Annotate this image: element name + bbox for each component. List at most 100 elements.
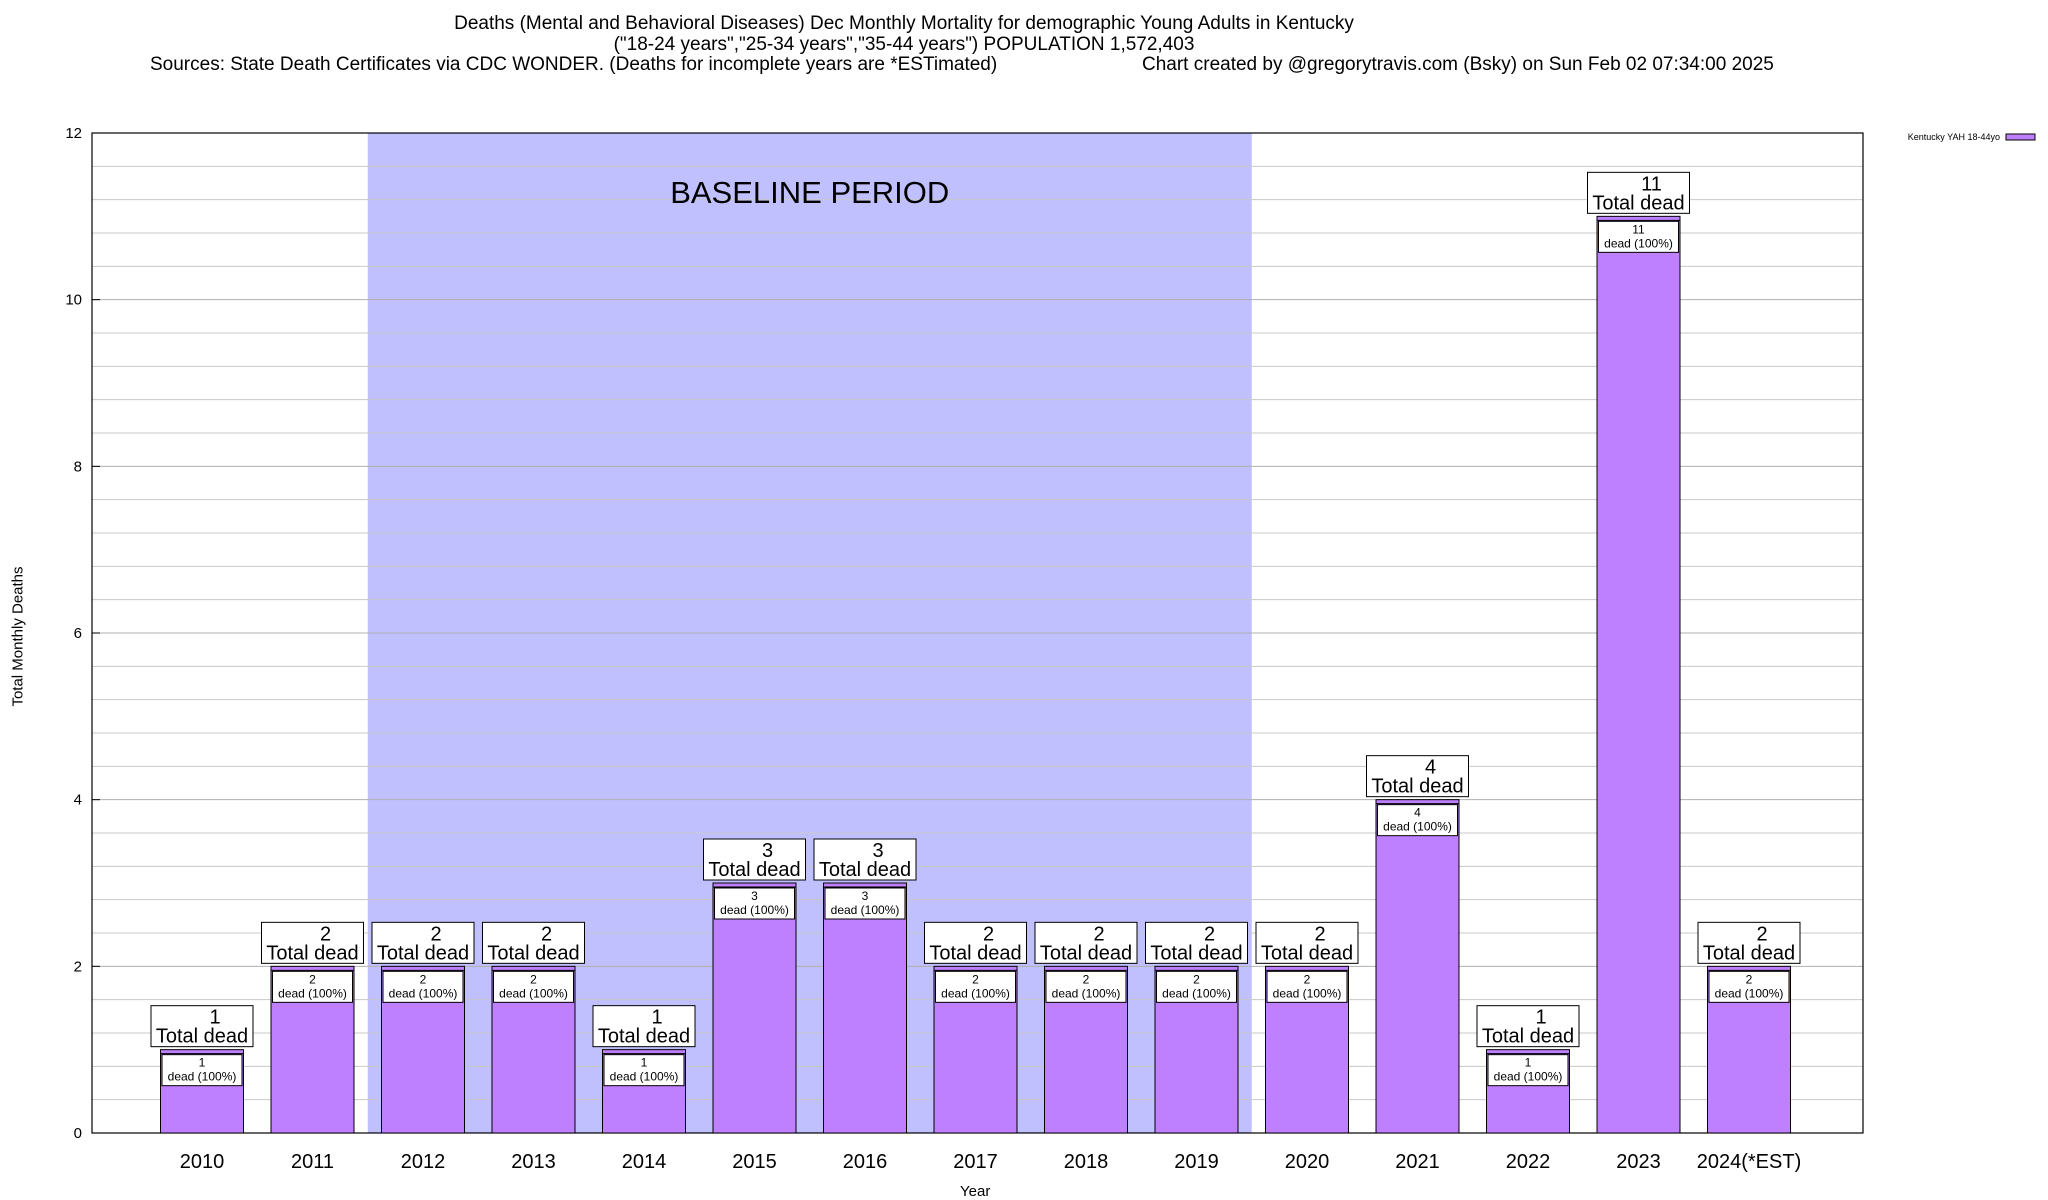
x-tick-label: 2018 xyxy=(1064,1151,1109,1173)
bar-inner-label: dead (100%) xyxy=(941,986,1010,1000)
bar-total-value: 2 xyxy=(1314,923,1325,945)
y-tick-label: 12 xyxy=(65,125,82,142)
bar-total-label-box xyxy=(592,1005,696,1048)
bar-inner-label-box xyxy=(824,887,906,920)
bar-inner-label-box xyxy=(493,970,574,1003)
bar xyxy=(712,882,797,1134)
y-axis-label: Total Monthly Deaths xyxy=(9,566,27,707)
bar-inner-label-box xyxy=(1708,970,1790,1003)
x-tick-label: 2020 xyxy=(1285,1151,1330,1173)
bar xyxy=(1596,215,1681,1134)
y-tick-label: 4 xyxy=(74,792,82,809)
bar-total-label-box xyxy=(1476,1005,1580,1048)
chart-subtitle: ("18-24 years","25-34 years","35-44 year… xyxy=(613,34,1195,55)
bar-inner-label-box xyxy=(1377,804,1458,837)
bar-total-value: 3 xyxy=(762,840,773,862)
bar-inner-label: dead (100%) xyxy=(1383,820,1452,834)
bar-total-value: 2 xyxy=(983,923,994,945)
bar-total-label: Total dead xyxy=(156,1026,248,1048)
x-tick-label: 2013 xyxy=(511,1151,556,1173)
bar-total-value: 1 xyxy=(1535,1007,1546,1029)
legend-swatch xyxy=(2005,133,2036,141)
bar-inner-label: dead (100%) xyxy=(610,1070,679,1084)
bar-inner-label: dead (100%) xyxy=(499,986,568,1000)
x-tick-label: 2010 xyxy=(180,1151,225,1173)
bar-inner-label-box xyxy=(603,1054,685,1087)
chart-credit: Chart created by @gregorytravis.com (Bsk… xyxy=(1142,54,1774,75)
bar-total-label-box xyxy=(371,921,475,964)
y-tick-label: 0 xyxy=(74,1125,82,1142)
bar-total-value: 2 xyxy=(1756,923,1767,945)
chart-title: Deaths (Mental and Behavioral Diseases) … xyxy=(454,13,1354,34)
bar-inner-label-box xyxy=(714,887,795,920)
bar-inner-label-box xyxy=(1266,970,1348,1003)
bar-total-value: 1 xyxy=(209,1007,220,1029)
bar-inner-label-box xyxy=(382,970,464,1003)
bar-total-label-box xyxy=(1034,921,1138,964)
bar-inner-value: 4 xyxy=(1414,806,1421,820)
bar-inner-label-box xyxy=(935,970,1016,1003)
bar-total-label-box xyxy=(813,838,917,881)
bar-total-label: Total dead xyxy=(1482,1026,1574,1048)
bar-total-value: 2 xyxy=(541,923,552,945)
x-axis-label: Year xyxy=(960,1183,991,1200)
bar-inner-label: dead (100%) xyxy=(1273,986,1342,1000)
bar-inner-label: dead (100%) xyxy=(1162,986,1231,1000)
bar-inner-value: 1 xyxy=(199,1056,206,1070)
bar-total-label: Total dead xyxy=(929,942,1021,964)
bar-inner-label-box xyxy=(1045,970,1127,1003)
bar-total-label: Total dead xyxy=(377,942,469,964)
x-tick-label: 2011 xyxy=(291,1151,334,1173)
y-tick-label: 6 xyxy=(74,625,82,642)
bar-inner-value: 2 xyxy=(972,972,979,986)
bar-total-label-box xyxy=(261,921,364,964)
bar-total-label: Total dead xyxy=(487,942,579,964)
y-tick-label: 8 xyxy=(74,458,82,475)
bar-total-value: 4 xyxy=(1425,757,1436,779)
bar-inner-label: dead (100%) xyxy=(168,1070,237,1084)
bar-total-label-box xyxy=(1366,755,1469,798)
bar-total-value: 1 xyxy=(651,1007,662,1029)
chart-sources: Sources: State Death Certificates via CD… xyxy=(150,54,998,75)
x-tick-label: 2017 xyxy=(953,1151,998,1173)
bar-inner-label: dead (100%) xyxy=(278,986,347,1000)
x-tick-label: 2015 xyxy=(732,1151,777,1173)
bar-inner-value: 2 xyxy=(420,972,427,986)
bar-inner-value: 11 xyxy=(1632,222,1645,236)
bar-total-label: Total dead xyxy=(708,859,800,881)
bar-inner-value: 1 xyxy=(1525,1056,1532,1070)
bar-total-label: Total dead xyxy=(819,859,911,881)
bar-total-label-box xyxy=(1145,921,1248,964)
y-tick-label: 2 xyxy=(74,958,82,975)
bar-inner-label-box xyxy=(1156,970,1237,1003)
bar-inner-value: 2 xyxy=(1746,972,1753,986)
bar-total-value: 2 xyxy=(320,923,331,945)
bar-inner-label: dead (100%) xyxy=(389,986,458,1000)
x-tick-label: 2023 xyxy=(1616,1151,1661,1173)
bar-inner-value: 2 xyxy=(1083,972,1090,986)
bar-total-label: Total dead xyxy=(1150,942,1242,964)
bar-inner-label-box xyxy=(161,1054,243,1087)
x-tick-label: 2019 xyxy=(1174,1151,1219,1173)
bar-inner-value: 2 xyxy=(309,972,316,986)
bar-total-label-box xyxy=(1697,921,1801,964)
bar-total-value: 11 xyxy=(1641,173,1662,195)
bar xyxy=(1375,799,1460,1134)
x-tick-label: 2022 xyxy=(1506,1151,1551,1173)
baseline-period-label: BASELINE PERIOD xyxy=(670,175,949,210)
bar-total-label-box xyxy=(924,921,1027,964)
bar-total-value: 2 xyxy=(430,923,441,945)
bar-total-label: Total dead xyxy=(598,1026,690,1048)
x-tick-label: 2021 xyxy=(1395,1151,1440,1173)
bar-inner-label-box xyxy=(1598,220,1679,253)
bar-inner-label: dead (100%) xyxy=(831,903,900,917)
bar-total-label: Total dead xyxy=(1592,192,1684,214)
bar-total-value: 3 xyxy=(872,840,883,862)
bar-inner-value: 3 xyxy=(751,889,758,903)
bar-total-label-box xyxy=(1587,171,1690,214)
bar-total-value: 2 xyxy=(1204,923,1215,945)
y-tick-label: 10 xyxy=(65,292,82,309)
bar-total-label: Total dead xyxy=(1040,942,1132,964)
bar-inner-label: dead (100%) xyxy=(720,903,789,917)
